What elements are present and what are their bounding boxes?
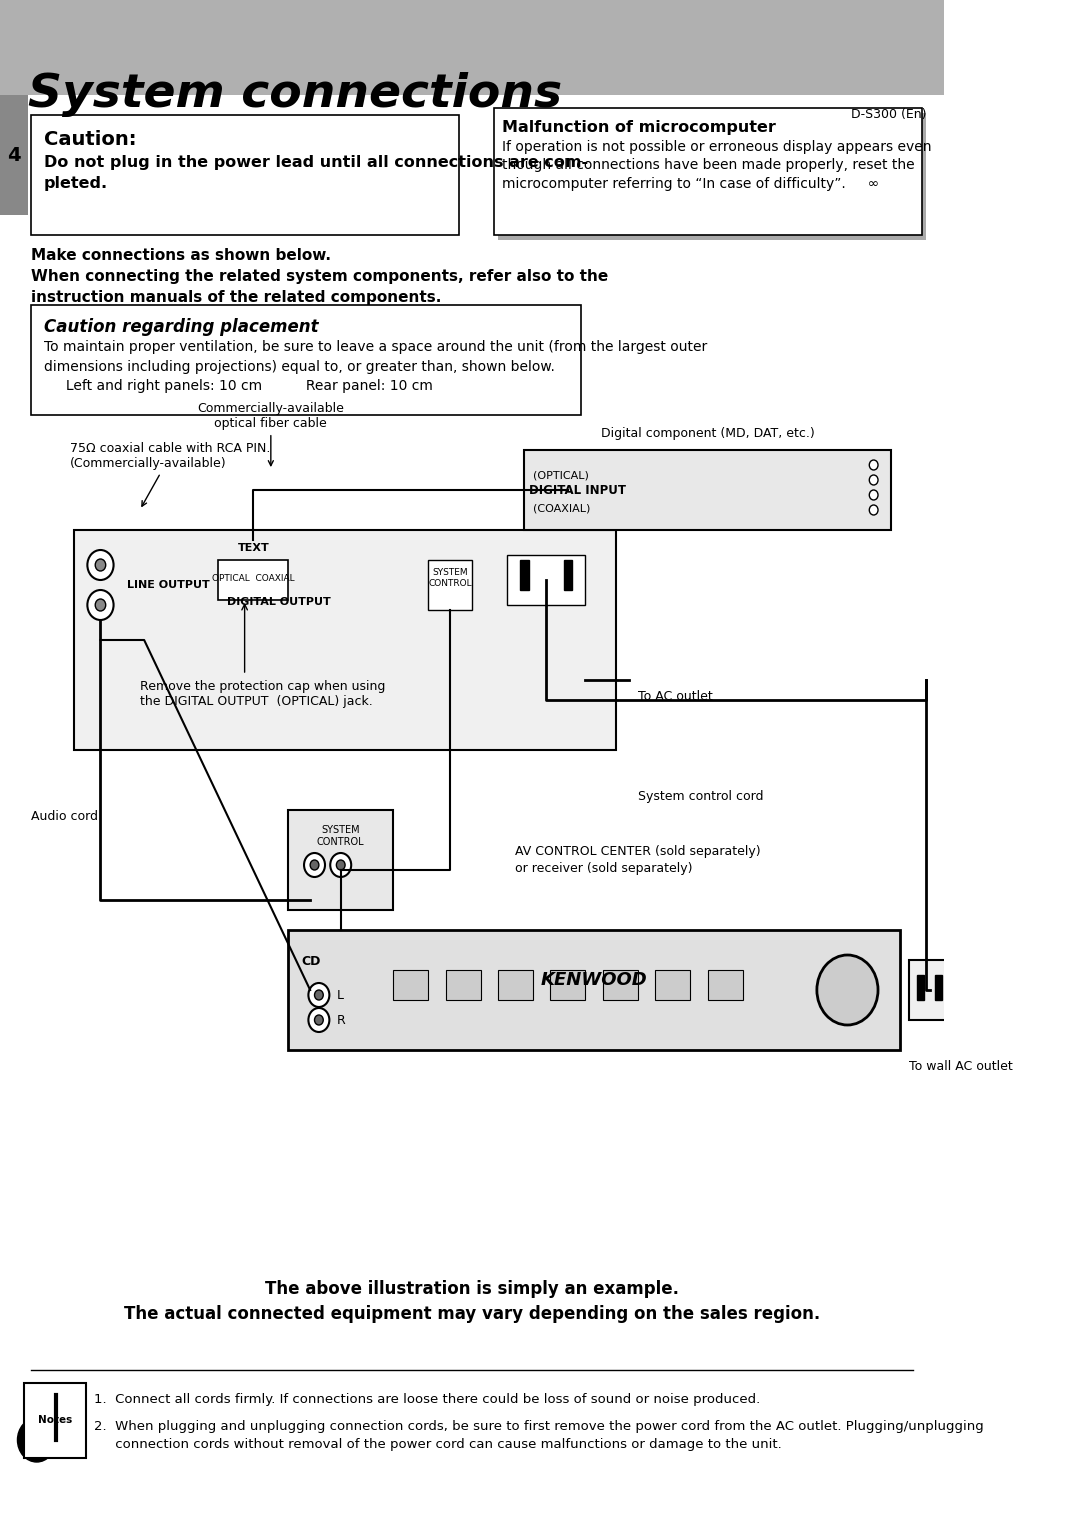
Circle shape [330,853,351,877]
FancyBboxPatch shape [0,0,944,95]
Text: Commercially-available
optical fiber cable: Commercially-available optical fiber cab… [198,402,345,466]
FancyBboxPatch shape [393,970,428,999]
Circle shape [816,955,878,1025]
Text: 1.  Connect all cords firmly. If connections are loose there could be loss of so: 1. Connect all cords firmly. If connecti… [94,1394,760,1406]
Circle shape [869,460,878,471]
Text: Notes: Notes [38,1415,72,1426]
Circle shape [310,860,319,869]
Text: To wall AC outlet: To wall AC outlet [908,1060,1012,1073]
Text: To AC outlet: To AC outlet [638,691,713,703]
FancyBboxPatch shape [524,451,891,530]
FancyBboxPatch shape [288,810,393,911]
Text: System connections: System connections [28,72,562,118]
FancyBboxPatch shape [656,970,690,999]
FancyBboxPatch shape [551,970,585,999]
FancyBboxPatch shape [30,115,459,235]
Circle shape [869,490,878,500]
Text: DIGITAL INPUT: DIGITAL INPUT [528,483,625,497]
Text: 2.  When plugging and unplugging connection cords, be sure to first remove the p: 2. When plugging and unplugging connecti… [94,1420,984,1452]
FancyBboxPatch shape [288,931,900,1050]
Text: L: L [336,989,343,1001]
Circle shape [314,1015,323,1025]
FancyBboxPatch shape [908,960,953,1021]
Circle shape [309,983,329,1007]
FancyBboxPatch shape [498,970,532,999]
FancyBboxPatch shape [218,559,288,601]
Text: To maintain proper ventilation, be sure to leave a space around the unit (from t: To maintain proper ventilation, be sure … [43,341,707,393]
Text: Caution regarding placement: Caution regarding placement [43,318,319,336]
Circle shape [336,860,346,869]
Text: Make connections as shown below.
When connecting the related system components, : Make connections as shown below. When co… [30,248,608,306]
Text: SYSTEM
CONTROL: SYSTEM CONTROL [428,568,472,588]
Circle shape [45,1435,54,1445]
Circle shape [87,590,113,620]
FancyBboxPatch shape [494,108,921,235]
Text: CD: CD [301,955,321,969]
Circle shape [869,504,878,515]
Text: System control cord: System control cord [638,790,764,804]
Text: AV CONTROL CENTER (sold separately)
or receiver (sold separately): AV CONTROL CENTER (sold separately) or r… [515,845,761,876]
Text: 75Ω coaxial cable with RCA PIN.
(Commercially-available): 75Ω coaxial cable with RCA PIN. (Commerc… [70,442,270,506]
FancyBboxPatch shape [507,555,585,605]
Circle shape [87,550,113,581]
Circle shape [309,1008,329,1031]
Text: D-S300 (En): D-S300 (En) [851,108,926,121]
Text: (OPTICAL): (OPTICAL) [532,471,589,480]
FancyBboxPatch shape [935,975,942,999]
Circle shape [95,599,106,611]
Text: If operation is not possible or erroneous display appears even
though all connec: If operation is not possible or erroneou… [502,141,932,191]
Text: R: R [336,1013,346,1027]
Text: Remove the protection cap when using
the DIGITAL OUTPUT  (OPTICAL) jack.: Remove the protection cap when using the… [139,680,386,707]
Text: Do not plug in the power lead until all connections are com-
pleted.: Do not plug in the power lead until all … [43,154,588,191]
FancyBboxPatch shape [498,113,926,240]
Text: Digital component (MD, DAT, etc.): Digital component (MD, DAT, etc.) [600,426,814,440]
Text: TEXT: TEXT [238,542,269,553]
Text: Audio cord: Audio cord [30,810,97,824]
FancyBboxPatch shape [25,1383,85,1458]
FancyBboxPatch shape [707,970,743,999]
Circle shape [305,853,325,877]
Text: SYSTEM
CONTROL: SYSTEM CONTROL [316,825,365,847]
FancyBboxPatch shape [75,530,616,750]
Circle shape [95,559,106,571]
Text: Caution:: Caution: [43,130,136,150]
Text: (COAXIAL): (COAXIAL) [532,503,591,513]
FancyBboxPatch shape [519,559,528,590]
FancyBboxPatch shape [564,559,572,590]
Text: Malfunction of microcomputer: Malfunction of microcomputer [502,121,777,134]
Text: The above illustration is simply an example.: The above illustration is simply an exam… [265,1280,678,1297]
FancyBboxPatch shape [603,970,638,999]
Text: KENWOOD: KENWOOD [541,970,648,989]
Text: LINE OUTPUT: LINE OUTPUT [126,581,210,590]
FancyBboxPatch shape [30,306,581,416]
Circle shape [314,990,323,999]
Circle shape [869,475,878,484]
Text: The actual connected equipment may vary depending on the sales region.: The actual connected equipment may vary … [123,1305,820,1323]
Text: 4: 4 [8,145,21,165]
Text: DIGITAL OUTPUT: DIGITAL OUTPUT [227,597,330,607]
FancyBboxPatch shape [0,95,28,215]
FancyBboxPatch shape [917,975,924,999]
Text: OPTICAL  COAXIAL: OPTICAL COAXIAL [212,573,295,582]
Circle shape [17,1418,56,1462]
FancyBboxPatch shape [428,559,472,610]
FancyBboxPatch shape [446,970,481,999]
